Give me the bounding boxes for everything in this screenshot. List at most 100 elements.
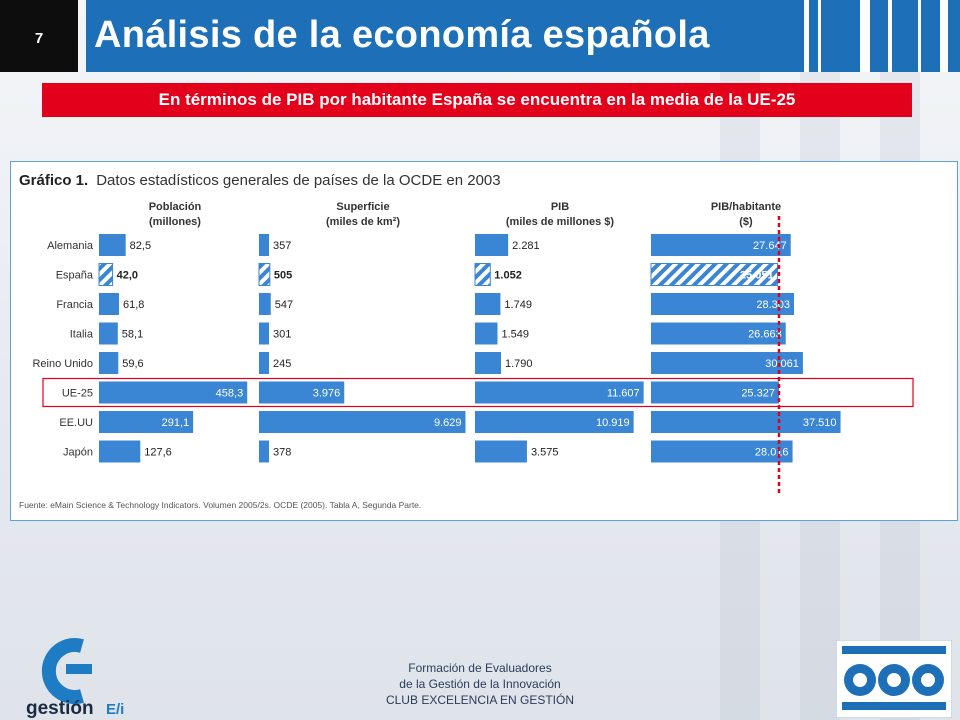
data-label: 1.790	[505, 358, 533, 370]
bar	[99, 234, 126, 256]
data-label: 10.919	[596, 417, 630, 429]
bar	[475, 322, 498, 345]
data-label: 11.607	[607, 388, 640, 400]
data-label: 28.016	[755, 447, 789, 459]
data-label: 28.303	[756, 299, 790, 311]
bar	[651, 322, 786, 345]
data-label: 3.575	[531, 447, 559, 459]
svg-text:gestión: gestión	[26, 698, 94, 718]
data-label: 3.976	[313, 388, 341, 400]
data-label: 42,0	[117, 270, 138, 282]
bar	[99, 322, 118, 345]
category-label: Francia	[56, 299, 94, 311]
footer: Formación de Evaluadores de la Gestión d…	[330, 660, 630, 708]
data-label: 378	[273, 447, 291, 459]
series-header: ($)	[739, 216, 753, 228]
data-label: 82,5	[130, 240, 151, 252]
data-label: 547	[275, 299, 293, 311]
figure-title: Datos estadísticos generales de países d…	[96, 172, 501, 189]
gestion-ei-logo: gestión E/i	[26, 638, 124, 718]
footer-line-1: Formación de Evaluadores	[408, 661, 552, 675]
figure-source: Fuente: eMain Science & Technology Indic…	[19, 500, 421, 510]
data-label: 458,3	[216, 388, 244, 400]
bar	[259, 293, 271, 315]
data-label: 357	[273, 240, 291, 252]
bar	[475, 293, 501, 315]
category-label: UE-25	[62, 388, 93, 400]
figure-label: Gráfico 1.	[19, 172, 89, 189]
data-label: 9.629	[434, 417, 462, 429]
category-label: España	[56, 270, 94, 282]
data-label: 26.663	[748, 329, 782, 341]
data-label: 291,1	[162, 417, 190, 429]
bar	[99, 411, 194, 433]
svg-text:E/i: E/i	[106, 701, 124, 718]
logo-mark	[41, 638, 84, 704]
data-label: 25.051	[740, 270, 774, 282]
series-header: (miles de km²)	[326, 216, 400, 228]
data-label: 1.549	[502, 329, 530, 341]
bar	[650, 263, 779, 286]
data-label: 127,6	[144, 447, 172, 459]
title-decoration	[804, 0, 948, 72]
slide-title: Análisis de la economía española	[94, 14, 710, 56]
bar	[258, 263, 271, 286]
bar	[259, 381, 345, 404]
bar	[98, 263, 114, 286]
page-number: 7	[0, 0, 78, 72]
category-label: Reino Unido	[32, 358, 93, 370]
club-excelencia-logo	[836, 640, 952, 718]
figure-panel: Gráfico 1. Datos estadísticos generales d…	[10, 161, 958, 521]
data-label: 1.749	[504, 299, 532, 311]
footer-line-2: de la Gestión de la Innovación	[399, 677, 561, 691]
category-label: Alemania	[47, 240, 94, 252]
bar	[475, 234, 509, 256]
title-band	[86, 0, 960, 72]
data-label: 58,1	[122, 329, 143, 341]
data-label: 25.327	[741, 388, 775, 400]
bar	[259, 352, 269, 374]
bar	[475, 381, 644, 404]
bar	[259, 322, 269, 345]
bar	[99, 440, 141, 463]
series-header: (millones)	[149, 216, 201, 228]
bar	[651, 381, 779, 404]
series-header: Población	[149, 201, 202, 213]
bar	[475, 440, 527, 463]
data-label: 505	[274, 270, 292, 282]
bar	[475, 352, 502, 374]
figure-heading: Gráfico 1. Datos estadísticos generales d…	[19, 172, 501, 189]
data-label: 30.061	[765, 358, 799, 370]
category-label: Japón	[63, 447, 93, 459]
data-label: 245	[273, 358, 291, 370]
bar	[651, 440, 793, 463]
bar	[651, 234, 791, 256]
data-label: 59,6	[122, 358, 143, 370]
category-label: EE.UU	[59, 417, 93, 429]
series-header: (miles de millones $)	[506, 216, 615, 228]
highlight-row-box	[42, 377, 914, 408]
data-label: 61,8	[123, 299, 144, 311]
chart: Alemania España Francia Italia Reino Unido UE…	[19, 201, 914, 510]
data-label: 301	[273, 329, 291, 341]
bar	[259, 234, 269, 256]
category-label: Italia	[70, 329, 94, 341]
bar	[651, 411, 841, 433]
bar	[99, 352, 119, 374]
bar	[474, 263, 491, 286]
bar	[651, 352, 803, 374]
series-header: PIB/habitante	[711, 201, 781, 213]
series-header: Superficie	[336, 201, 389, 213]
data-label: 2.281	[512, 240, 540, 252]
data-label: 37.510	[803, 417, 837, 429]
series-header: PIB	[551, 201, 569, 213]
bar	[99, 293, 119, 315]
data-label: 27.647	[753, 240, 787, 252]
bar	[475, 411, 634, 433]
bar	[259, 440, 269, 463]
bar	[99, 381, 248, 404]
data-label: 1.052	[494, 270, 522, 282]
bar	[259, 411, 466, 433]
slide-subtitle: En términos de PIB por habitante España …	[42, 83, 912, 117]
bar	[651, 293, 795, 315]
